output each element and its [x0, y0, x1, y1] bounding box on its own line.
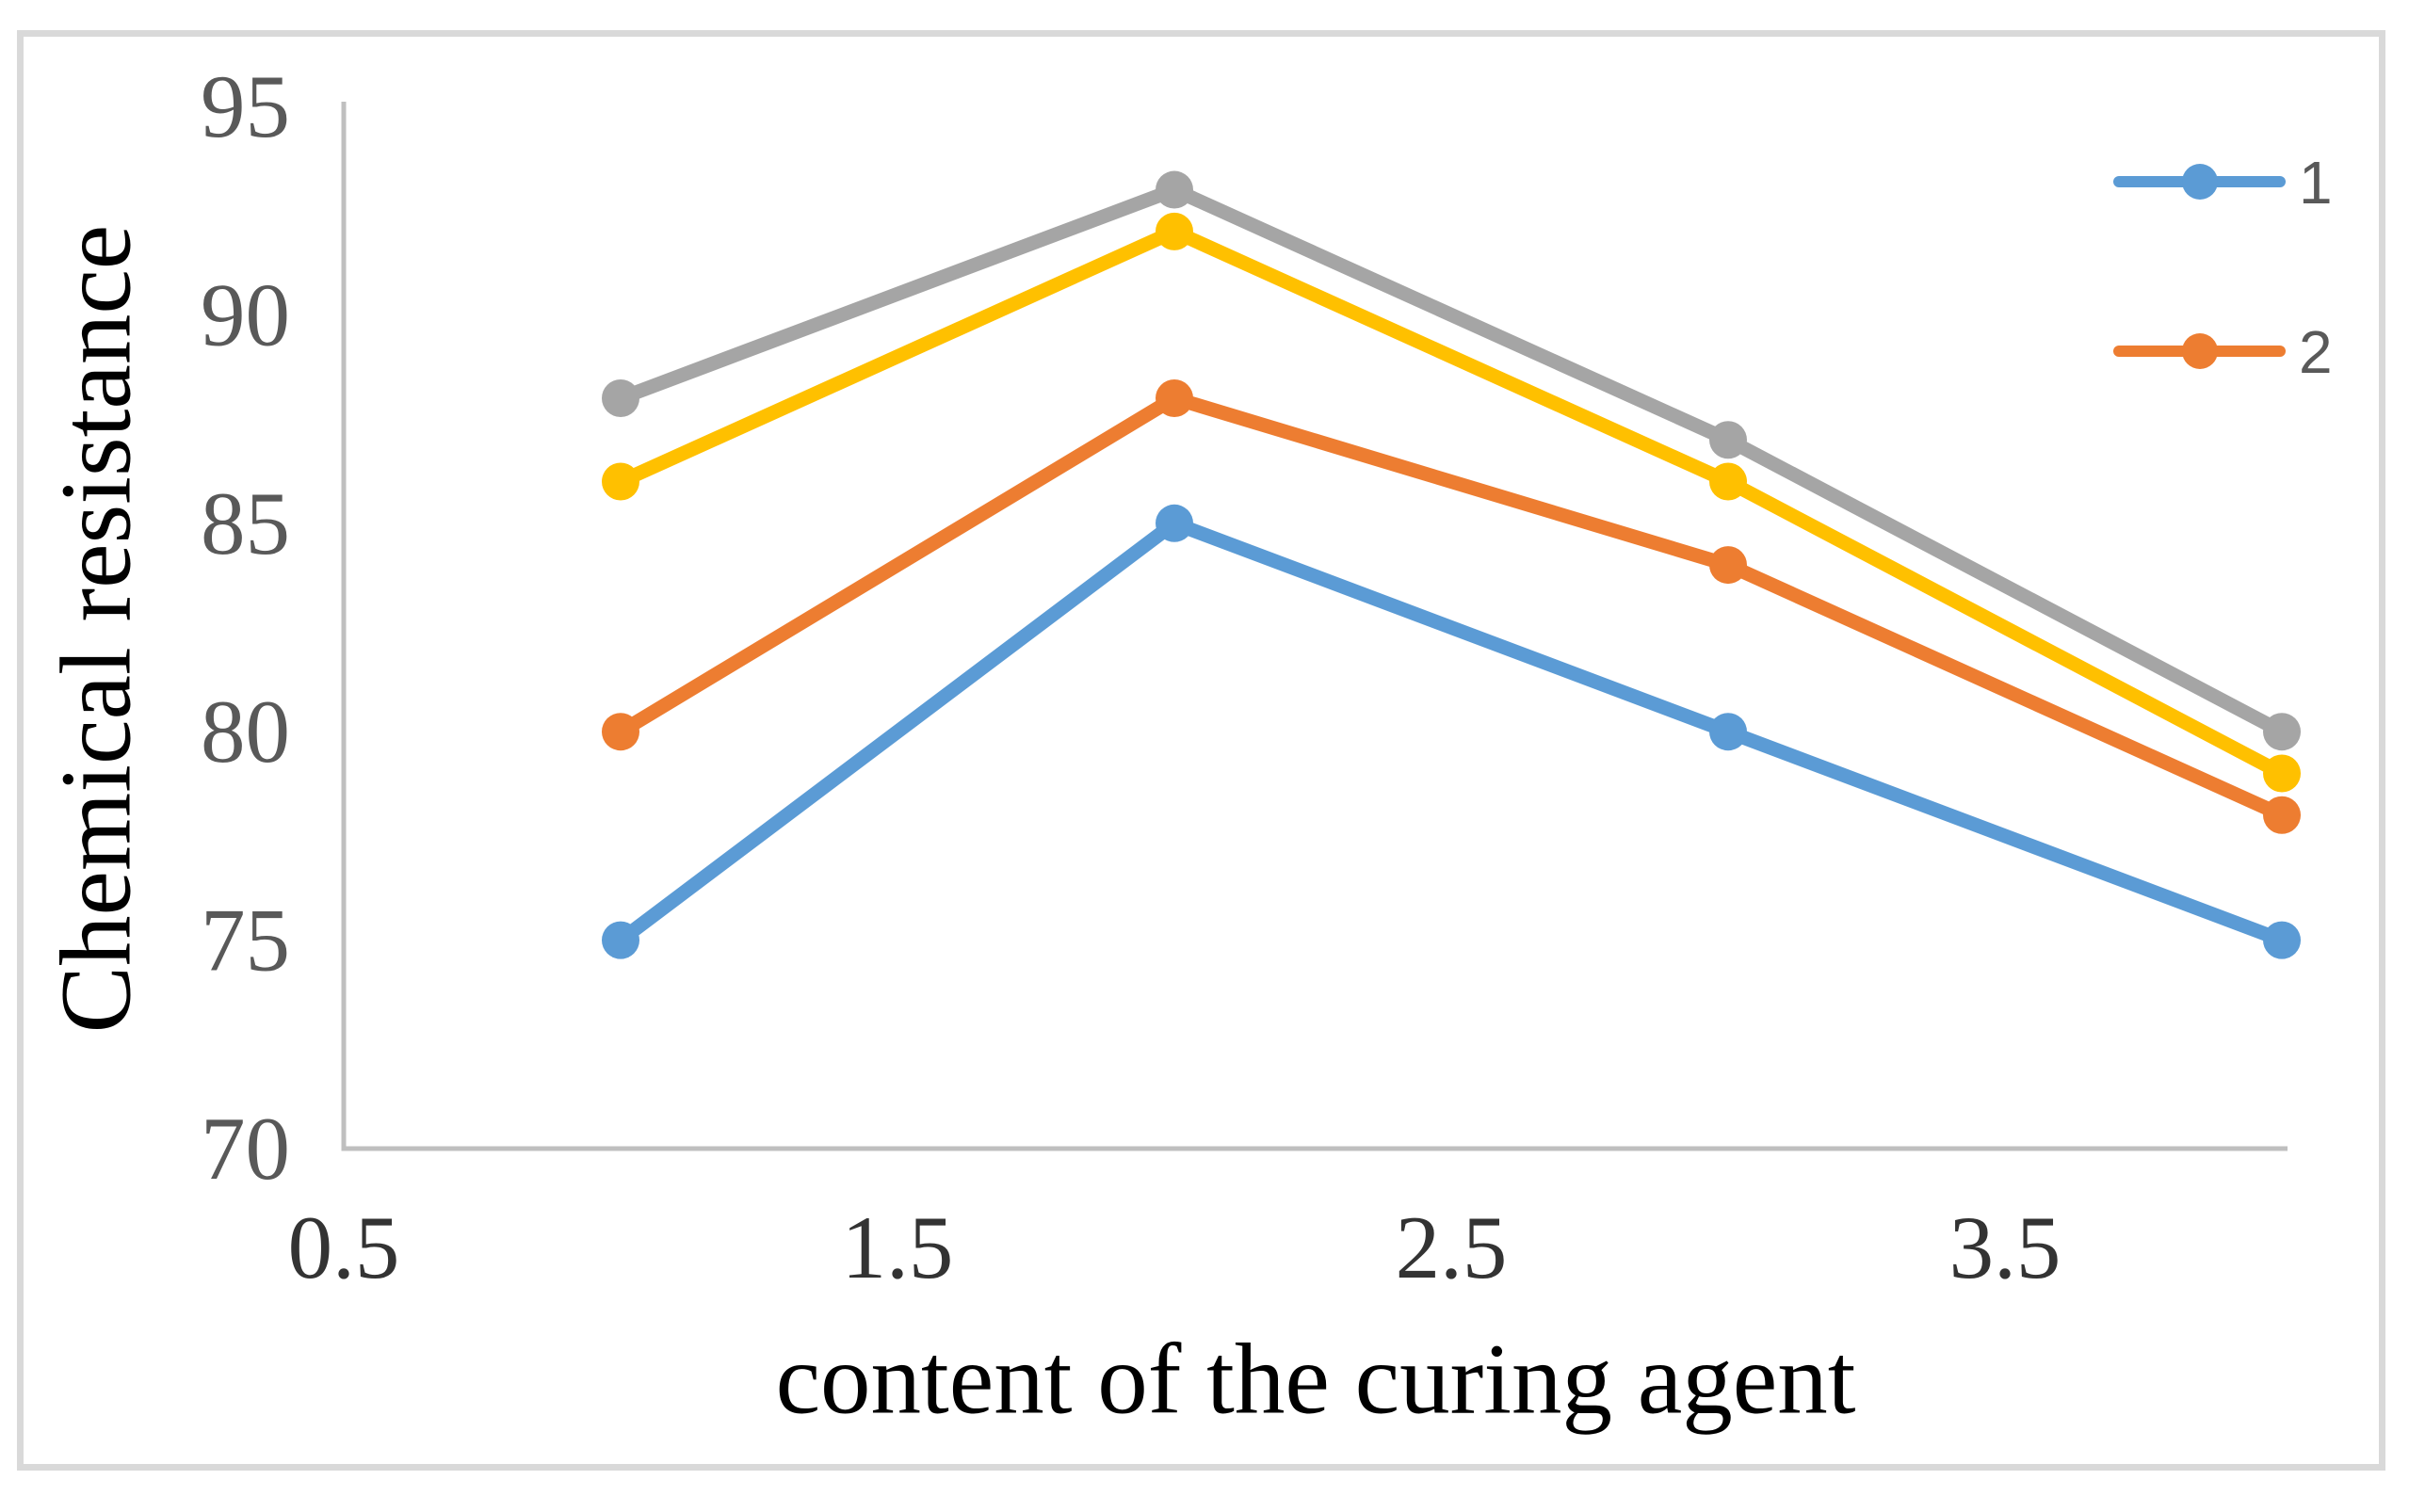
data-point-marker: [1709, 421, 1747, 459]
data-point-marker: [602, 921, 639, 959]
data-point-marker: [1709, 713, 1747, 751]
data-point-marker: [2263, 796, 2301, 834]
legend-marker: [2182, 164, 2218, 200]
y-tick-label: 85: [201, 474, 290, 573]
series-line-2: [613, 391, 2289, 823]
data-point-marker: [1156, 378, 1193, 417]
y-tick-label: 70: [201, 1099, 290, 1198]
y-tick-label: 80: [201, 682, 290, 781]
data-point-marker: [602, 713, 639, 751]
x-tick-label: 0.5: [288, 1198, 400, 1297]
y-tick-label: 90: [201, 265, 290, 364]
legend-label: 1: [2299, 149, 2333, 217]
legend-label: 2: [2299, 318, 2333, 386]
series-line-4: [613, 183, 2289, 739]
chart-border: [17, 30, 2385, 1471]
series-line-3: [613, 224, 2289, 780]
y-tick-label: 95: [201, 56, 290, 156]
data-point-marker: [1156, 504, 1193, 542]
data-point-marker: [1156, 170, 1193, 209]
x-tick-label: 3.5: [1949, 1198, 2061, 1297]
data-point-marker: [2263, 713, 2301, 751]
y-tick-label: 75: [201, 891, 290, 990]
data-point-marker: [602, 378, 639, 417]
x-tick-label: 2.5: [1396, 1198, 1508, 1297]
y-axis-title: Chemical resistance: [40, 224, 153, 1034]
legend-marker: [2182, 333, 2218, 369]
data-point-marker: [2263, 754, 2301, 793]
x-axis-title: content of the curing agent: [775, 1324, 1856, 1436]
data-point-marker: [1709, 546, 1747, 585]
series-line-1: [613, 516, 2289, 948]
data-point-marker: [1156, 212, 1193, 250]
data-point-marker: [602, 462, 639, 501]
x-tick-label: 1.5: [842, 1198, 954, 1297]
data-point-marker: [1709, 462, 1747, 501]
data-point-marker: [2263, 921, 2301, 959]
